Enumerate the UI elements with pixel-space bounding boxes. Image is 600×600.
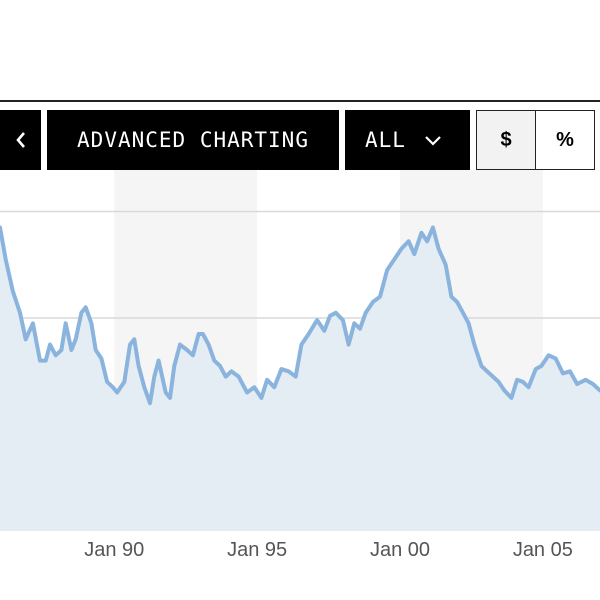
price-chart[interactable]: Jan 90 Jan 95 Jan 00 Jan 05 bbox=[0, 170, 600, 600]
top-divider bbox=[0, 100, 600, 102]
unit-option-percent[interactable]: % bbox=[535, 111, 594, 169]
advanced-charting-label: ADVANCED CHARTING bbox=[77, 128, 309, 152]
range-dropdown[interactable]: ALL bbox=[345, 110, 470, 170]
unit-toggle: $ % bbox=[476, 110, 595, 170]
advanced-charting-button[interactable]: ADVANCED CHARTING bbox=[47, 110, 339, 170]
x-tick-label: Jan 05 bbox=[513, 539, 573, 561]
range-selected-label: ALL bbox=[365, 128, 406, 152]
x-tick-label: Jan 00 bbox=[370, 539, 430, 561]
chevron-down-icon bbox=[424, 134, 442, 146]
back-button[interactable] bbox=[0, 110, 41, 170]
x-tick-label: Jan 95 bbox=[227, 539, 287, 561]
chart-toolbar: ADVANCED CHARTING ALL $ % bbox=[0, 110, 600, 170]
chart-line bbox=[0, 225, 600, 406]
x-tick-label: Jan 90 bbox=[84, 539, 144, 561]
unit-option-dollar[interactable]: $ bbox=[477, 111, 535, 169]
chart-canvas: Jan 90 Jan 95 Jan 00 Jan 05 bbox=[0, 170, 600, 561]
chevron-left-icon bbox=[15, 131, 27, 149]
chart-area bbox=[0, 227, 600, 531]
